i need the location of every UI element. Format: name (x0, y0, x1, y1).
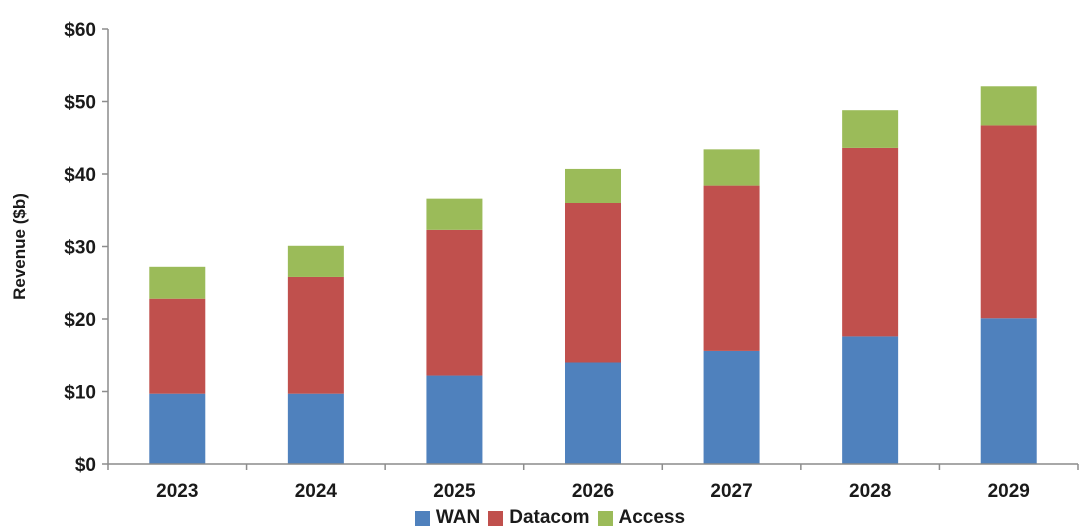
bar-access-2026 (565, 168, 621, 203)
legend-item-wan: WAN (414, 507, 481, 529)
bar-wan-2029 (980, 318, 1037, 464)
bars-layer (149, 86, 1037, 464)
y-ticks: $0 $10 $20 $30 $40 $50 $60 (64, 20, 108, 476)
bar-datacom-2029 (980, 125, 1037, 319)
x-tick-label: 2028 (849, 481, 891, 502)
legend-label-wan: WAN (435, 507, 481, 528)
y-tick-label: $50 (64, 93, 96, 114)
x-tick-label: 2025 (433, 481, 476, 502)
x-ticks: 2023 2024 2025 2026 2027 2028 2029 (107, 464, 1079, 502)
bar-access-2029 (980, 86, 1037, 126)
legend: WAN Datacom Access (0, 506, 1080, 530)
y-axis-title: Revenue ($b) (10, 193, 29, 300)
y-tick-label: $60 (64, 20, 96, 41)
x-tick-label: 2024 (295, 481, 338, 502)
bar-access-2023 (149, 266, 206, 299)
bar-datacom-2026 (565, 203, 621, 363)
legend-label-access: Access (618, 507, 686, 528)
bar-wan-2027 (703, 350, 760, 464)
y-tick-label: $0 (75, 455, 96, 476)
legend-swatch-datacom (488, 510, 504, 526)
legend-label-datacom: Datacom (509, 507, 590, 528)
legend-item-access: Access (597, 507, 686, 529)
bar-datacom-2027 (703, 185, 760, 351)
bar-datacom-2025 (426, 229, 483, 376)
y-tick-label: $10 (64, 383, 96, 404)
legend-swatch-access (597, 510, 613, 526)
bar-wan-2026 (565, 362, 621, 464)
bar-wan-2024 (287, 393, 344, 464)
bar-datacom-2023 (149, 298, 206, 394)
x-tick-label: 2027 (710, 481, 752, 502)
y-tick-label: $30 (64, 238, 96, 259)
bar-wan-2023 (149, 393, 206, 464)
bar-wan-2025 (426, 375, 483, 464)
x-tick-label: 2029 (988, 481, 1030, 502)
x-tick-label: 2026 (572, 481, 614, 502)
legend-swatch-wan (414, 510, 430, 526)
legend-item-datacom: Datacom (488, 507, 590, 529)
y-tick-label: $40 (64, 165, 96, 186)
bar-wan-2028 (842, 336, 899, 464)
bar-datacom-2028 (842, 147, 899, 337)
y-tick-label: $20 (64, 310, 96, 331)
bar-access-2024 (287, 245, 344, 277)
bar-access-2027 (703, 149, 760, 186)
bar-access-2028 (842, 110, 899, 148)
bar-access-2025 (426, 198, 483, 230)
bar-datacom-2024 (287, 276, 344, 394)
x-tick-label: 2023 (156, 481, 198, 502)
